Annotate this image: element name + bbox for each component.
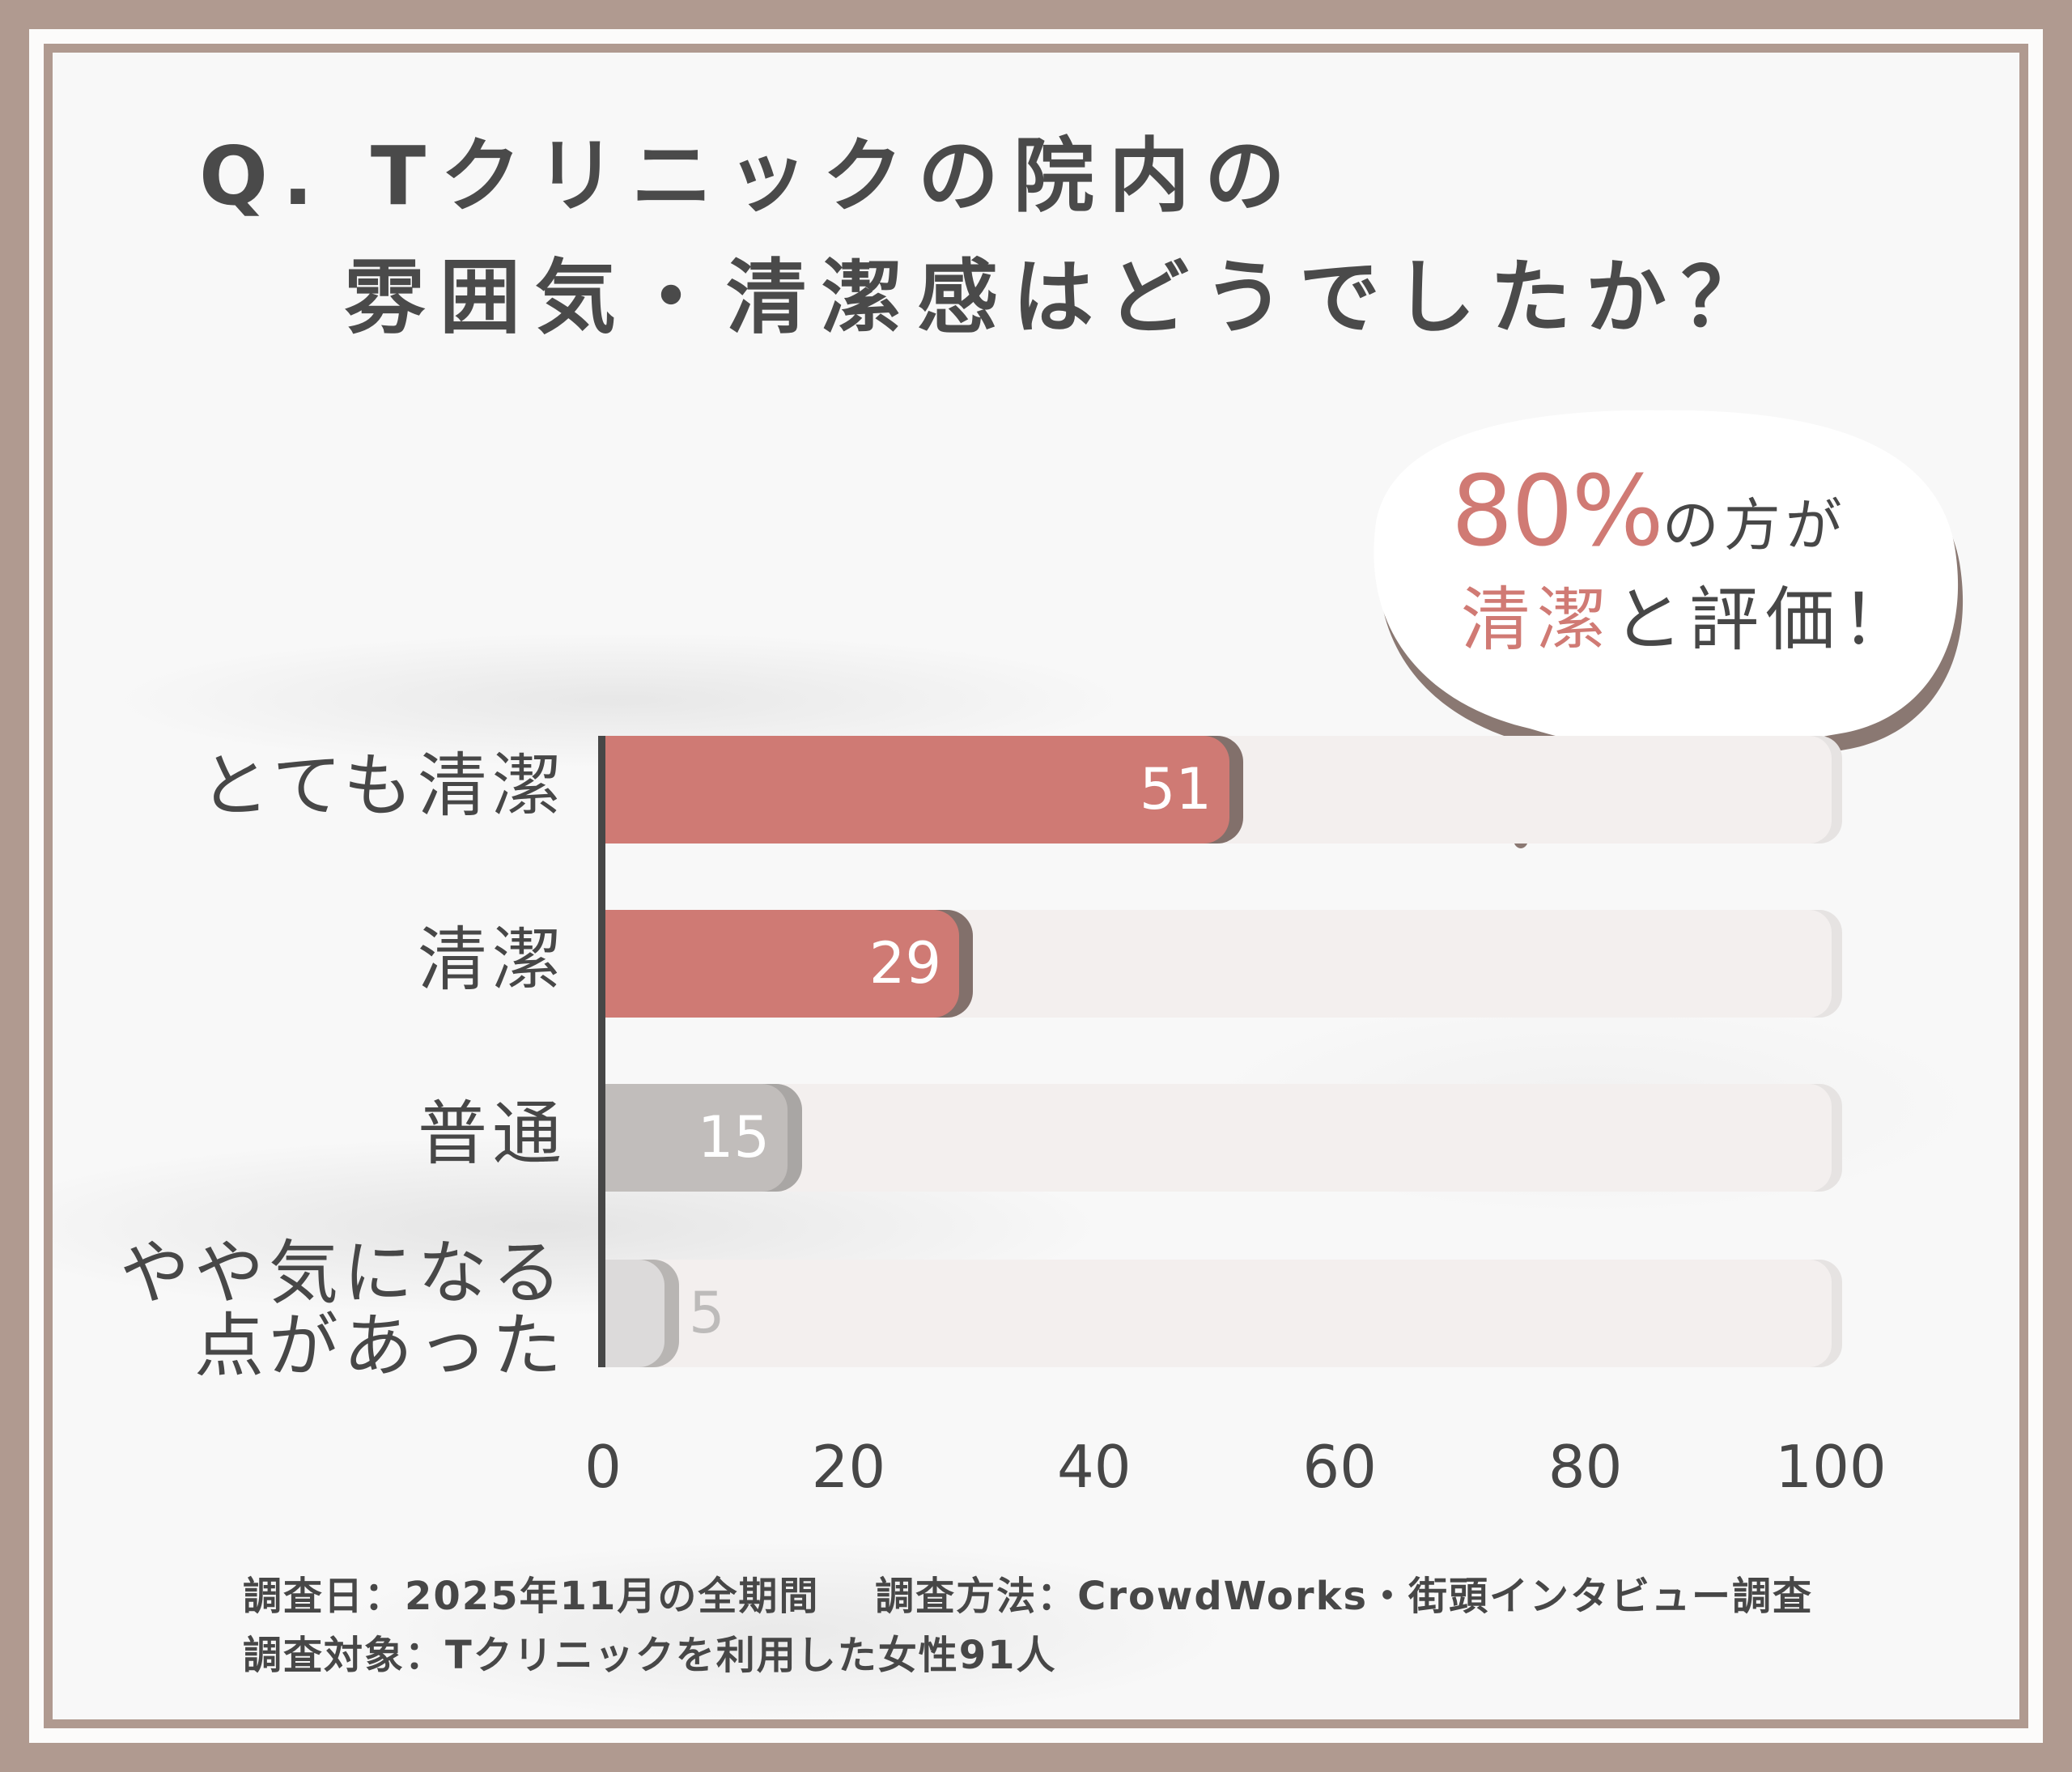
callout-line1-suffix: の方が (1662, 492, 1847, 559)
category-label: 普通 (418, 1094, 567, 1175)
bar-row: 51 (605, 736, 1844, 844)
survey-info-line2: 調査対象：Tクリニックを利用した女性91人 (243, 1633, 1057, 1678)
category-label: やや気になる 点があった (120, 1233, 567, 1387)
bar (605, 910, 959, 1018)
bar (605, 736, 1229, 844)
bar-track (605, 1084, 1832, 1192)
inner-frame (44, 44, 2028, 1728)
x-tick-label: 60 (1302, 1433, 1377, 1501)
survey-info-line1: 調査日：2025年11月の全期間 調査方法：CrowdWorks・街頭インタビュ… (243, 1574, 1814, 1619)
bar-row: 15 (605, 1084, 1844, 1192)
callout-percent: 80% (1451, 456, 1664, 568)
x-tick-label: 20 (811, 1433, 886, 1501)
chart-title-line2: 雰囲気・清潔感はどうでしたか？ (344, 250, 1777, 345)
callout-accent-word: 清潔 (1461, 580, 1613, 661)
speech-bubble-shape (1374, 410, 1964, 801)
bar-value-label: 29 (868, 930, 941, 996)
bar-row: 29 (605, 910, 1844, 1018)
bar-track (605, 1260, 1832, 1367)
callout-line2-suffix: と評価！ (1613, 580, 1917, 661)
category-label: 清潔 (418, 920, 567, 1001)
x-tick-label: 40 (1056, 1433, 1132, 1501)
bar (605, 1084, 788, 1192)
x-tick-label: 100 (1775, 1433, 1887, 1501)
speech-bubble-callout: 80%の方が 清潔と評価！ (1344, 401, 1975, 830)
category-label: とても清潔 (199, 746, 567, 827)
bar-value-label: 15 (697, 1104, 770, 1171)
bar-value-label: 51 (1139, 756, 1212, 822)
bar-row: 5 (605, 1260, 1844, 1367)
x-tick-label: 80 (1548, 1433, 1623, 1501)
chart-title-line1: Q. Tクリニックの院内の (199, 129, 1301, 223)
x-tick-label: 0 (584, 1433, 622, 1501)
bar-value-label: 5 (689, 1280, 725, 1346)
bar (605, 1260, 664, 1367)
y-axis-line (598, 736, 605, 1367)
